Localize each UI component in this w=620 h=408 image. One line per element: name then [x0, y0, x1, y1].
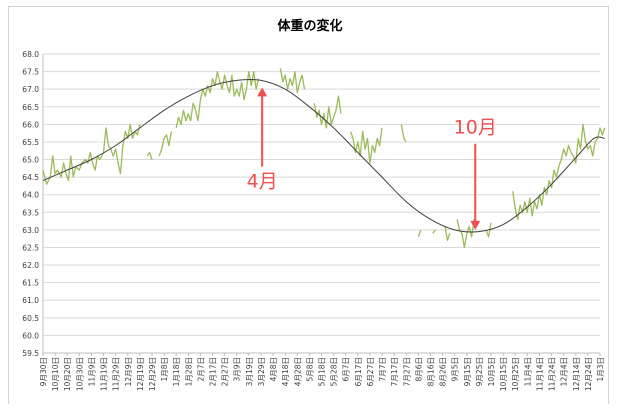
- x-tick-label: 1月8日: [160, 357, 169, 382]
- y-tick-label: 62.5: [22, 243, 39, 252]
- x-tick-label: 8月26日: [439, 357, 448, 386]
- x-tick-label: 3月19日: [245, 357, 254, 386]
- weight-series-segment: [313, 95, 342, 129]
- x-tick-label: 7月7日: [378, 357, 387, 382]
- x-tick-label: 6月27日: [366, 357, 375, 386]
- x-tick-label: 12月19日: [136, 357, 145, 391]
- x-tick-label: 5月28日: [330, 357, 339, 386]
- x-tick-label: 3月9日: [233, 357, 242, 382]
- x-tick-label: 12月29日: [148, 357, 157, 391]
- weight-series-segment: [146, 151, 153, 160]
- weight-series-segment: [456, 219, 475, 249]
- x-tick-label: 8月6日: [414, 357, 423, 382]
- annotation-label: 10月: [454, 117, 497, 139]
- x-tick-label: 4月18日: [281, 357, 290, 386]
- y-tick-label: 67.0: [22, 85, 39, 94]
- y-tick-label: 64.0: [22, 191, 39, 200]
- annotation-arrow-head: [470, 220, 481, 230]
- x-tick-label: 1月18日: [172, 357, 181, 386]
- x-tick-label: 7月17日: [390, 357, 399, 386]
- weight-series-segment: [175, 70, 260, 129]
- x-tick-label: 10月10日: [51, 357, 60, 391]
- x-tick-label: 11月14日: [535, 357, 544, 391]
- x-tick-label: 9月25日: [475, 357, 484, 386]
- x-tick-label: 8月16日: [426, 357, 435, 386]
- y-tick-label: 63.0: [22, 226, 39, 235]
- weight-series-segment: [400, 124, 407, 143]
- y-tick-label: 68.0: [22, 50, 39, 59]
- y-tick-label: 60.5: [22, 314, 39, 323]
- y-tick-label: 66.0: [22, 120, 39, 129]
- y-axis: 68.0 67.5 67.0 66.5 66.0 65.5 65.0 64.5 64.0 63.5…: [22, 50, 39, 358]
- x-tick-label: 11月24日: [548, 357, 557, 391]
- x-tick-label: 2月7日: [196, 357, 205, 382]
- series-layer: [42, 67, 606, 249]
- y-tick-label: 61.5: [22, 279, 39, 288]
- x-tick-label: 12月14日: [572, 357, 581, 391]
- x-tick-label: 11月9日: [87, 357, 96, 386]
- x-tick-label: 10月20日: [63, 357, 72, 391]
- x-tick-label: 10月5日: [487, 357, 496, 386]
- x-tick-label: 9月15日: [463, 357, 472, 386]
- x-tick-label: 5月18日: [318, 357, 327, 386]
- weight-series-segment: [432, 229, 436, 234]
- y-tick-label: 59.5: [22, 349, 39, 358]
- x-tick-label: 3月29日: [257, 357, 266, 386]
- y-tick-label: 67.5: [22, 68, 39, 77]
- chart-title: 体重の変化: [277, 18, 342, 34]
- x-tick-label: 12月9日: [124, 357, 133, 386]
- x-tick-label: 4月8日: [269, 357, 278, 382]
- x-tick-label: 7月27日: [402, 357, 411, 386]
- x-tick-label: 1月3日: [596, 357, 605, 382]
- trend-line: [42, 79, 605, 233]
- y-tick-label: 64.5: [22, 173, 39, 182]
- x-tick-label: 10月15日: [499, 357, 508, 391]
- x-tick-label: 9月30日: [39, 357, 48, 386]
- x-axis: 9月30日 10月10日 10月20日 10月30日 11月9日 11月19日 11月29日…: [39, 353, 605, 391]
- chart-frame-left: [8, 6, 9, 404]
- y-tick-label: 61.0: [22, 296, 39, 305]
- y-tick-label: 60.0: [22, 331, 39, 340]
- x-tick-label: 2月17日: [209, 357, 218, 386]
- weight-series-segment: [417, 229, 422, 238]
- y-tick-label: 65.0: [22, 156, 39, 165]
- x-tick-label: 11月19日: [100, 357, 109, 391]
- x-tick-label: 4月28日: [293, 357, 302, 386]
- x-tick-label: 10月30日: [75, 357, 84, 391]
- x-tick-label: 9月5日: [451, 357, 460, 382]
- x-tick-label: 5月8日: [305, 357, 314, 382]
- weight-series-segment: [279, 67, 306, 94]
- weight-series-segment: [485, 222, 492, 238]
- x-tick-label: 2月27日: [221, 357, 230, 386]
- chart-frame-top: [8, 6, 609, 7]
- weight-series-segment: [512, 123, 606, 220]
- y-tick-label: 62.0: [22, 261, 39, 270]
- x-tick-label: 1月28日: [184, 357, 193, 386]
- x-tick-label: 12月4日: [560, 357, 569, 386]
- chart-frame-right: [608, 6, 609, 404]
- weight-series-segment: [42, 123, 141, 185]
- x-tick-label: 6月17日: [354, 357, 363, 386]
- annotation-arrow-head: [257, 87, 268, 97]
- y-tick-label: 63.5: [22, 208, 39, 217]
- weight-series-segment: [349, 127, 383, 164]
- x-tick-label: 10月25日: [511, 357, 520, 391]
- annotation-label: 4月: [247, 171, 278, 193]
- y-tick-label: 66.5: [22, 103, 39, 112]
- annotation-layer: 4月 10月: [247, 87, 497, 230]
- weight-series-segment: [158, 131, 173, 157]
- x-tick-label: 11月29日: [112, 357, 121, 391]
- grid-layer: [42, 53, 600, 354]
- y-tick-label: 65.5: [22, 138, 39, 147]
- weight-series-segment: [444, 226, 451, 242]
- x-tick-label: 12月24日: [584, 357, 593, 391]
- x-tick-label: 6月7日: [342, 357, 351, 382]
- x-tick-label: 11月4日: [523, 357, 532, 386]
